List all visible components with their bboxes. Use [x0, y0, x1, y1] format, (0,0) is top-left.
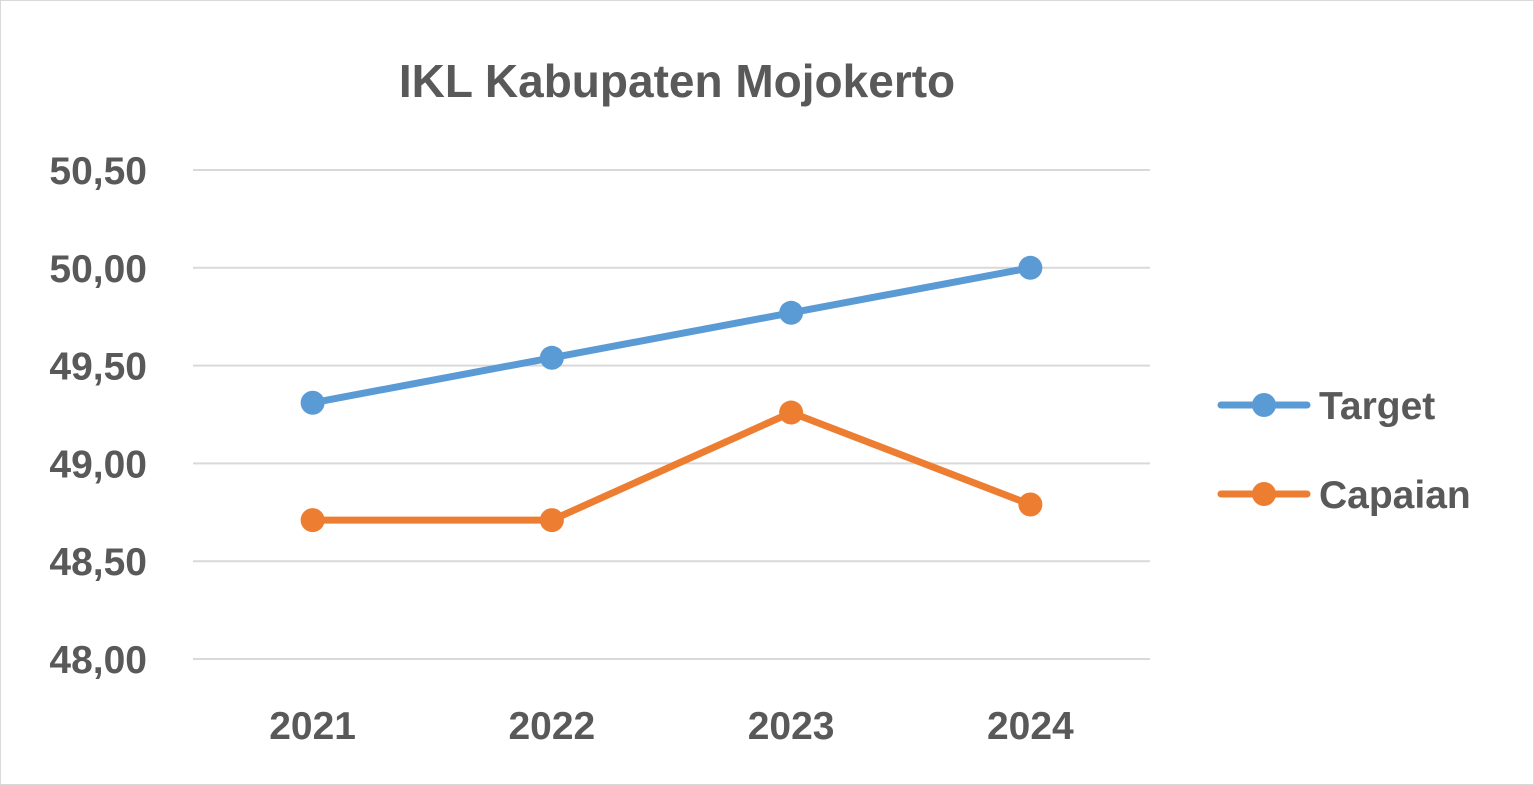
- data-point: [300, 390, 325, 415]
- x-tick-label: 2023: [748, 705, 835, 748]
- x-axis-ticks: 2021 2022 2023 2024: [269, 705, 1074, 748]
- series-line: [309, 264, 1034, 407]
- y-axis-ticks: 48,00 48,50 49,00 49,50 50,00 50,50: [49, 150, 147, 682]
- data-point: [779, 400, 804, 425]
- legend-label: Capaian: [1319, 474, 1471, 517]
- data-point: [779, 300, 804, 325]
- data-point: [1018, 255, 1043, 280]
- y-tick-label: 49,00: [49, 443, 147, 486]
- y-tick-label: 50,00: [49, 248, 147, 291]
- x-tick-label: 2024: [987, 705, 1074, 748]
- legend-marker: [1252, 482, 1276, 506]
- y-tick-label: 50,50: [49, 150, 147, 193]
- legend-item-capaian: Capaian: [1217, 474, 1471, 517]
- series-line: [309, 409, 1034, 524]
- series-target: [300, 255, 1043, 415]
- data-point: [539, 508, 564, 533]
- series-capaian: [300, 400, 1043, 533]
- chart-title: IKL Kabupaten Mojokerto: [399, 55, 955, 107]
- legend-label: Target: [1319, 385, 1435, 428]
- gridlines: [193, 169, 1150, 660]
- legend: Target Capaian: [1217, 385, 1471, 517]
- legend-item-target: Target: [1217, 385, 1435, 428]
- legend-marker: [1252, 393, 1276, 417]
- series-layer: [300, 255, 1043, 533]
- y-tick-label: 48,00: [49, 639, 147, 682]
- y-tick-label: 49,50: [49, 346, 147, 389]
- y-tick-label: 48,50: [49, 541, 147, 584]
- x-tick-label: 2021: [269, 705, 356, 748]
- data-point: [539, 345, 564, 370]
- data-point: [1018, 492, 1043, 517]
- x-tick-label: 2022: [508, 705, 595, 748]
- data-point: [300, 508, 325, 533]
